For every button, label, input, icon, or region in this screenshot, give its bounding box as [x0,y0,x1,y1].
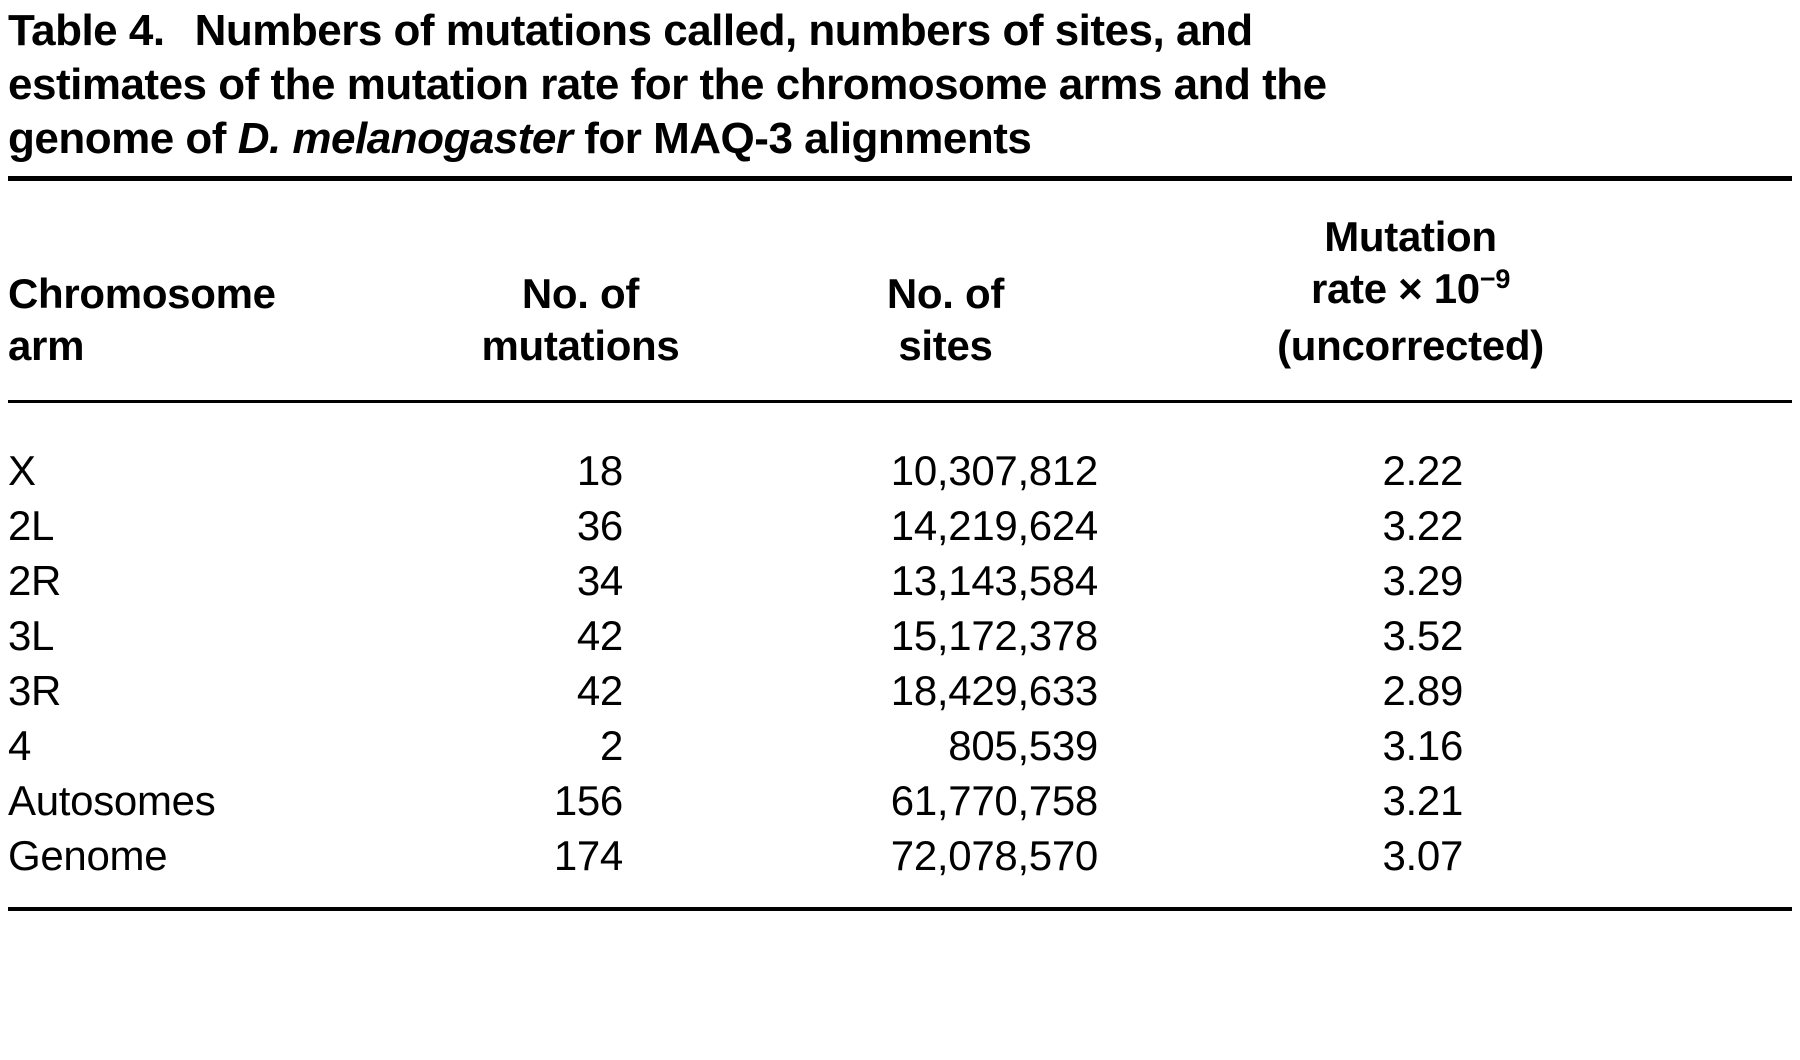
table-row: 2L 36 14,219,624 3.22 [8,498,1643,553]
cell-no-of-mutations: 42 [576,612,623,659]
cell-mutation-rate: 3.21 [1382,777,1463,824]
rate-header-text: rate × 10 [1310,265,1480,312]
cell-mutation-rate: 3.16 [1382,722,1463,769]
bottom-rule [8,907,1792,911]
caption-line3: genome of D. melanogaster for MAQ-3 alig… [8,114,1032,163]
table-row: Autosomes 156 61,770,758 3.21 [8,773,1643,828]
cell-chromosome-arm: 3L [8,612,55,659]
cell-chromosome-arm: 2L [8,502,55,549]
table-caption: Table 4. Numbers of mutations called, num… [8,4,1792,166]
header-line: Mutation [1324,213,1497,260]
cell-no-of-mutations: 18 [576,447,623,494]
cell-no-of-sites: 805,539 [948,722,1098,769]
table-row: 4 2 805,539 3.16 [8,718,1643,773]
cell-mutation-rate: 3.52 [1382,612,1463,659]
table-header-row: Chromosome arm No. of mutations No. of s… [8,181,1643,400]
cell-chromosome-arm: X [8,447,36,494]
cell-no-of-mutations: 42 [576,667,623,714]
cell-chromosome-arm: 2R [8,557,62,604]
cell-no-of-mutations: 156 [553,777,623,824]
caption-line1: Numbers of mutations called, numbers of … [194,6,1254,55]
cell-no-of-sites: 10,307,812 [890,447,1099,494]
header-line: No. of [886,270,1005,317]
cell-no-of-mutations: 36 [576,502,623,549]
cell-chromosome-arm: 3R [8,667,62,714]
cell-no-of-sites: 61,770,758 [890,777,1099,824]
column-header-chromosome-arm: Chromosome arm [8,268,448,372]
cell-mutation-rate: 2.22 [1382,447,1463,494]
header-line: No. of [521,270,640,317]
caption-line2: estimates of the mutation rate for the c… [8,60,1327,109]
cell-no-of-mutations: 34 [576,557,623,604]
cell-no-of-sites: 14,219,624 [890,502,1099,549]
table-row: X 18 10,307,812 2.22 [8,443,1643,498]
top-rule [8,176,1792,181]
cell-mutation-rate: 2.89 [1382,667,1463,714]
cell-mutation-rate: 3.29 [1382,557,1463,604]
cell-mutation-rate: 3.22 [1382,502,1463,549]
cell-no-of-mutations: 2 [599,722,623,769]
header-line: arm [8,322,85,369]
species-name: D. melanogaster [237,114,573,163]
cell-chromosome-arm: 4 [8,722,32,769]
column-header-mutation-rate: Mutation rate × 10−9 (uncorrected) [1178,211,1643,372]
header-line: (uncorrected) [1277,322,1544,369]
column-header-no-of-mutations: No. of mutations [448,268,713,372]
table-figure: Table 4. Numbers of mutations called, num… [8,4,1792,911]
table-row: 3R 42 18,429,633 2.89 [8,663,1643,718]
cell-chromosome-arm: Genome [8,832,168,879]
superscript-exponent: −9 [1479,264,1511,294]
cell-no-of-sites: 13,143,584 [890,557,1099,604]
cell-no-of-sites: 15,172,378 [890,612,1099,659]
header-line: rate × 10−9 [1178,263,1643,320]
caption-line3-suffix: for MAQ-3 alignments [572,114,1032,163]
header-line: mutations [481,322,680,369]
cell-no-of-sites: 18,429,633 [890,667,1099,714]
table-row: 2R 34 13,143,584 3.29 [8,553,1643,608]
table-row: Genome 174 72,078,570 3.07 [8,828,1643,883]
cell-no-of-mutations: 174 [553,832,623,879]
cell-chromosome-arm: Autosomes [8,777,216,824]
column-header-no-of-sites: No. of sites [713,268,1178,372]
header-rule [8,400,1792,403]
caption-line3-prefix: genome of [8,114,238,163]
table-row: 3L 42 15,172,378 3.52 [8,608,1643,663]
header-line: Chromosome [8,270,276,317]
table-number-label: Table 4. [8,6,165,55]
table-body: X 18 10,307,812 2.22 2L 36 14,219,624 3.… [8,403,1792,907]
header-line: sites [898,322,993,369]
cell-no-of-sites: 72,078,570 [890,832,1099,879]
cell-mutation-rate: 3.07 [1382,832,1463,879]
